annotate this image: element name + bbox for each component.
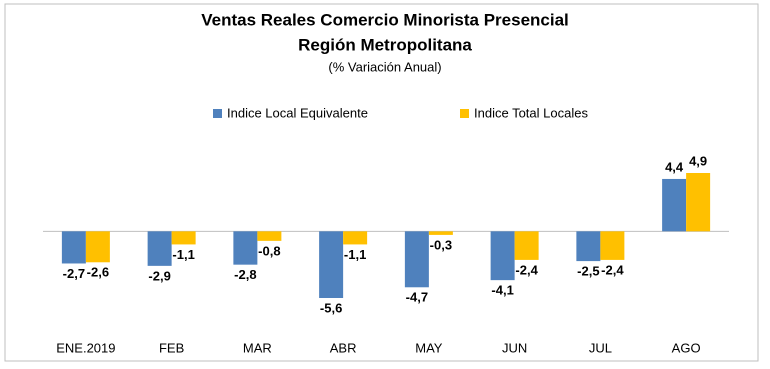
x-tick-label: MAR bbox=[243, 340, 272, 355]
legend-label: Indice Local Equivalente bbox=[227, 105, 368, 120]
bar bbox=[233, 231, 258, 265]
data-label: -2,9 bbox=[148, 268, 170, 283]
bar bbox=[343, 231, 368, 245]
bar bbox=[490, 231, 515, 281]
data-label: -4,7 bbox=[406, 290, 428, 305]
bar bbox=[319, 231, 344, 298]
x-tick-label: JUL bbox=[589, 340, 612, 355]
data-label: -2,7 bbox=[63, 266, 85, 281]
data-label: -4,1 bbox=[491, 283, 513, 298]
x-tick-label: ABR bbox=[330, 340, 357, 355]
bar bbox=[85, 231, 110, 263]
data-label: -2,4 bbox=[515, 262, 538, 277]
bar bbox=[514, 231, 539, 260]
data-label: -2,8 bbox=[234, 267, 256, 282]
data-label: -1,1 bbox=[344, 247, 366, 262]
bar bbox=[428, 231, 453, 235]
bar bbox=[171, 231, 196, 245]
x-tick-label: ENE.2019 bbox=[56, 340, 115, 355]
data-label: -2,4 bbox=[601, 262, 624, 277]
bar bbox=[404, 231, 429, 288]
data-label: 4,4 bbox=[665, 159, 684, 174]
bar bbox=[257, 231, 282, 241]
data-label: 4,9 bbox=[689, 153, 707, 168]
chart-title: Ventas Reales Comercio Minorista Presenc… bbox=[201, 10, 569, 29]
x-tick-label: JUN bbox=[502, 340, 527, 355]
x-tick-label: FEB bbox=[159, 340, 184, 355]
chart-note: (% Variación Anual) bbox=[328, 59, 441, 74]
bar bbox=[662, 178, 687, 232]
x-tick-label: MAY bbox=[415, 340, 443, 355]
bar bbox=[686, 173, 711, 232]
bar bbox=[600, 231, 625, 260]
bar bbox=[61, 231, 86, 264]
chart-subtitle: Región Metropolitana bbox=[298, 35, 472, 54]
legend-swatch bbox=[460, 109, 469, 118]
data-label: -1,1 bbox=[172, 247, 194, 262]
data-label: -0,3 bbox=[430, 237, 452, 252]
x-tick-label: AGO bbox=[672, 340, 701, 355]
data-label: -2,5 bbox=[577, 264, 599, 279]
legend-label: Indice Total Locales bbox=[474, 105, 588, 120]
bar bbox=[147, 231, 172, 266]
legend-swatch bbox=[213, 109, 222, 118]
bar bbox=[576, 231, 601, 262]
data-label: -2,6 bbox=[87, 265, 109, 280]
chart-frame bbox=[4, 3, 759, 362]
data-label: -0,8 bbox=[258, 243, 280, 258]
data-label: -5,6 bbox=[320, 300, 342, 315]
